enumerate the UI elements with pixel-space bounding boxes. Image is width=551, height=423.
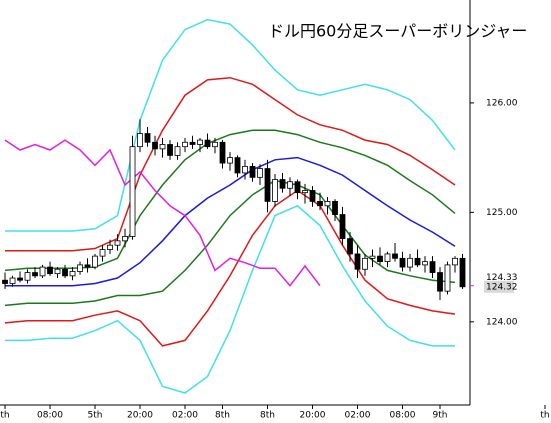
candle-body — [294, 181, 301, 194]
candle-body — [354, 253, 361, 270]
x-tick-label: th — [0, 411, 9, 421]
candle-body — [279, 179, 286, 189]
band-line — [4, 189, 456, 347]
candle-body — [92, 255, 98, 268]
x-tick-label: 02:00 — [172, 411, 198, 421]
candle-body — [24, 272, 31, 281]
band-line — [5, 76, 456, 252]
candle-body — [107, 244, 113, 250]
band-line — [4, 129, 456, 272]
candle-body — [219, 141, 226, 164]
candle-body — [392, 253, 398, 259]
candle-body — [339, 214, 346, 240]
candle-body — [129, 146, 136, 237]
candle-body — [227, 157, 233, 164]
candle-body — [39, 266, 46, 277]
candle-body — [407, 257, 413, 268]
candle-body — [362, 257, 368, 270]
candle-body — [62, 268, 68, 277]
price-label: 124.33 — [486, 273, 518, 283]
candle-body — [182, 141, 188, 148]
x-tick-label: 20:00 — [300, 411, 326, 421]
plot-area — [2, 18, 466, 394]
candle-body — [144, 133, 151, 143]
candle-body — [422, 261, 428, 266]
candle-body — [69, 271, 76, 277]
x-tick-label: 8th — [215, 411, 230, 421]
candle-body — [32, 272, 38, 277]
candle-body — [17, 277, 23, 281]
y-tick-label: 124.00 — [486, 317, 518, 327]
candle-body — [234, 157, 241, 174]
candle-body — [212, 141, 218, 148]
candle-body — [257, 168, 263, 178]
candle-body — [414, 257, 421, 266]
candle-body — [47, 266, 53, 275]
candle-body — [204, 139, 211, 148]
band-line — [5, 156, 456, 287]
candle-body — [347, 238, 353, 255]
candle-body — [287, 181, 293, 189]
y-tick-label: 125.00 — [486, 208, 518, 218]
x-tick-label: 02:00 — [345, 411, 371, 421]
candle-body — [242, 165, 248, 174]
candle-body — [189, 141, 196, 145]
band-line — [4, 139, 321, 287]
x-tick-label: 20:00 — [127, 411, 153, 421]
candle-body — [399, 257, 406, 268]
x-tick-label: 08:00 — [390, 411, 416, 421]
x-tick-label: th — [540, 411, 549, 421]
x-tick-label: 08:00 — [37, 411, 63, 421]
candle-body — [377, 255, 383, 263]
candle-body — [174, 146, 181, 156]
candle-body — [429, 261, 436, 273]
x-tick-label: 8th — [260, 411, 275, 421]
candle-body — [444, 264, 451, 292]
band-line — [4, 179, 456, 307]
y-tick-label: 126.00 — [486, 98, 518, 108]
price-box — [484, 280, 514, 293]
candle-body — [197, 139, 203, 145]
candle-body — [332, 201, 338, 215]
candle-body — [249, 165, 256, 178]
candle-body — [99, 249, 106, 257]
candle-body — [54, 268, 61, 275]
candle-body — [9, 277, 16, 284]
candle-body — [159, 144, 166, 150]
band-line — [5, 204, 455, 394]
candle-body — [84, 264, 91, 268]
candle-body — [114, 240, 121, 246]
x-tick-label: 9th — [433, 411, 448, 421]
candle-body — [459, 257, 466, 288]
candle-body — [324, 201, 331, 207]
candle-body — [77, 264, 83, 272]
candle-body — [384, 253, 391, 263]
candle-body — [2, 279, 8, 284]
band-line — [5, 18, 456, 232]
candle-body — [302, 190, 308, 194]
candle-body — [122, 236, 128, 242]
candle-body — [152, 141, 158, 150]
candle-body — [264, 168, 271, 202]
candle-body — [452, 257, 458, 266]
candle-body — [317, 201, 323, 207]
candle-body — [369, 255, 376, 259]
chart-title: ドル円60分足スーパーボリンジャー — [268, 22, 527, 41]
x-tick-label: 5th — [88, 411, 103, 421]
candle-body — [309, 190, 316, 202]
price-label: 124.32 — [486, 282, 518, 292]
candle-body — [167, 144, 173, 156]
candle-body — [137, 133, 143, 148]
candle-body — [437, 272, 443, 292]
candle-body — [272, 179, 278, 202]
